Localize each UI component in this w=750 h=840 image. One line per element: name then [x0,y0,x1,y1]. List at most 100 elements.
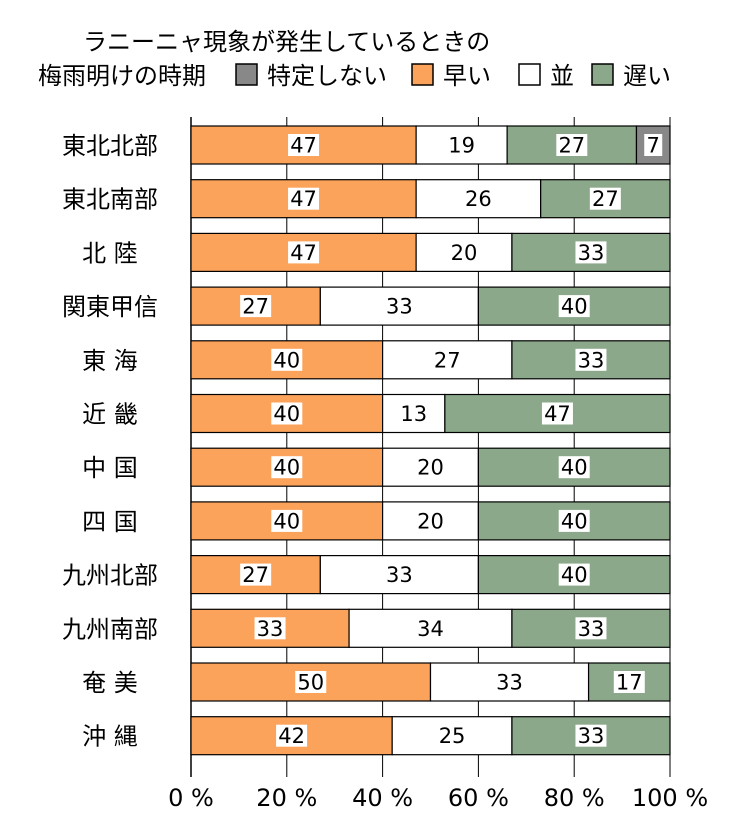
bar-segment [190,125,417,165]
data-label: 7 [647,134,660,158]
data-label-box [271,509,303,532]
data-label: 19 [448,134,475,158]
bar-segment [415,232,513,272]
x-tick-label: 80 % [544,784,605,812]
bar-segment [429,662,590,702]
chart-legend: 特定しない 早い 並 遅い [235,62,671,90]
data-label: 40 [561,563,588,587]
data-label: 47 [290,187,317,211]
data-label-box [558,295,590,318]
data-label: 40 [273,348,300,372]
data-label-box [271,456,303,479]
data-label: 27 [434,348,461,372]
data-label-box [575,348,607,371]
data-label: 27 [242,563,269,587]
category-label: 東北南部 [62,186,158,214]
legend-swatch [518,63,541,86]
data-label-box [541,402,573,425]
data-label: 40 [273,456,300,480]
x-tick-label: 100 % [632,784,708,812]
data-label-box [240,563,272,586]
data-label: 33 [257,617,284,641]
x-tick-label: 20 % [256,784,317,812]
data-label: 33 [578,348,605,372]
data-label: 26 [465,187,492,211]
legend-swatch [235,63,258,86]
x-tick-label: 40 % [352,784,413,812]
legend-label: 並 [550,62,574,90]
bar-segment [587,662,671,702]
bar-segment [391,716,513,756]
bar-segment [382,501,480,541]
data-label: 34 [417,617,444,641]
category-label: 関東甲信 [62,293,158,321]
data-label-box [271,402,303,425]
category-label: 九州南部 [62,615,158,643]
data-label: 33 [386,563,413,587]
data-label: 47 [544,402,571,426]
data-label: 27 [242,295,269,319]
data-label: 27 [558,134,585,158]
legend-swatch [591,63,614,86]
legend-label: 特定しない [267,62,387,90]
data-label: 33 [578,724,605,748]
data-label: 27 [592,187,619,211]
bar-segment [319,286,479,326]
data-label: 40 [561,295,588,319]
bar-segment [382,340,513,380]
category-label: 近 畿 [82,401,138,429]
data-label-box [556,134,588,156]
data-label: 47 [290,134,317,158]
data-label-box [288,241,320,264]
data-label: 20 [417,509,444,533]
data-label-box [558,509,590,532]
data-label: 13 [400,402,427,426]
data-label: 50 [297,671,324,695]
bar-segment [319,554,479,595]
data-label: 20 [451,241,478,265]
bar-segment [348,608,513,648]
chart-title-line2: 梅雨明けの時期 [38,62,206,90]
data-label-box [288,134,320,156]
data-label: 42 [278,724,305,748]
data-label-box [558,456,590,479]
bar-segment [190,286,321,326]
data-label-box [254,617,286,640]
data-label-box [575,241,607,264]
data-label: 40 [561,456,588,480]
data-label: 20 [417,456,444,480]
data-label: 17 [616,671,643,695]
data-label-box [644,134,663,156]
category-label: 中 国 [82,454,138,482]
data-label-box [613,671,645,693]
data-label: 33 [386,295,413,319]
data-label-box [240,295,272,318]
category-label: 九州北部 [62,562,158,590]
data-label: 33 [496,671,523,695]
data-label: 47 [290,241,317,265]
legend-label: 遅い [623,62,671,90]
category-label: 沖 縄 [82,723,138,751]
chart-title-line1: ラニーニャ現象が発生しているときの [83,28,490,56]
data-label: 25 [439,724,466,748]
category-label: 東 海 [82,347,138,375]
data-label-box [276,724,308,747]
data-label: 40 [273,509,300,533]
bar-rows: 47 19 27 7 47 26 27 47 20 33 27 33 40 40 27 33 40 13 47 40 2… [190,125,671,756]
data-label-box [558,563,590,586]
data-label-box [589,187,621,210]
x-tick-label: 60 % [448,784,509,812]
data-label: 40 [273,402,300,426]
category-label: 奄 美 [82,669,138,697]
category-label: 北 陸 [82,239,138,267]
bar-segment [477,501,671,541]
data-label: 33 [578,241,605,265]
data-label-box [575,724,607,747]
data-label-box [295,671,327,693]
legend-swatch [411,63,434,86]
data-label: 40 [561,509,588,533]
bar-segment [415,125,508,165]
data-label-box [288,187,320,210]
